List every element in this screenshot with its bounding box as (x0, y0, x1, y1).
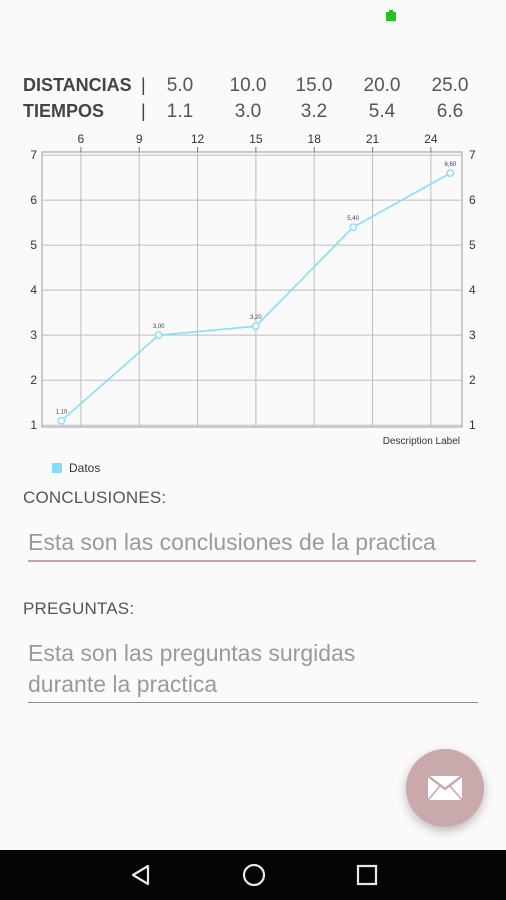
y-tick-label-right: 2 (469, 373, 476, 387)
times-label: TIEMPOS (23, 101, 105, 121)
times-row: TIEMPOS | 1.1 3.0 3.2 5.4 6.6 (23, 101, 483, 125)
y-tick-label-right: 6 (469, 193, 476, 207)
legend-label: Datos (69, 461, 101, 475)
plot-frame (41, 151, 463, 428)
time-value: 5.4 (368, 101, 396, 122)
distances-row: DISTANCIAS | 5.0 10.0 15.0 20.0 25.0 (23, 75, 483, 99)
x-tick-label: 15 (249, 132, 263, 146)
send-email-button[interactable] (406, 749, 484, 827)
y-tick-label-left: 2 (30, 373, 37, 387)
distance-value: 25.0 (431, 75, 469, 96)
questions-label: PREGUNTAS: (23, 599, 135, 618)
y-tick-label-right: 5 (469, 238, 476, 252)
recents-icon[interactable] (355, 863, 379, 887)
data-label: 3,00 (153, 324, 165, 330)
mail-icon (427, 775, 463, 801)
distance-value: 10.0 (229, 75, 267, 96)
data-label: 3,20 (250, 315, 262, 321)
data-point (154, 331, 163, 340)
y-tick-label-left: 5 (30, 238, 37, 252)
home-icon[interactable] (242, 863, 266, 887)
questions-input[interactable]: Esta son las preguntas surgidas durante … (28, 638, 476, 700)
row-separator: | (141, 75, 146, 95)
questions-placeholder-line: durante la practica (28, 671, 218, 697)
line-chart: 6 9 12 15 18 21 241 12 23 34 45 56 67 71,103,003,205,… (30, 132, 476, 447)
data-label: 1,10 (56, 410, 68, 416)
data-label: 6,60 (444, 162, 456, 168)
y-tick-label-left: 4 (30, 283, 37, 297)
y-tick-label-left: 3 (30, 328, 37, 342)
x-tick-label: 9 (136, 132, 143, 146)
x-tick-label: 21 (366, 132, 380, 146)
time-value: 3.2 (300, 101, 328, 122)
x-tick-label: 18 (308, 132, 322, 146)
data-point (251, 322, 260, 331)
navigation-bar (0, 850, 506, 900)
conclusions-placeholder: Esta son las conclusiones de la practica (28, 529, 436, 555)
distance-value: 5.0 (166, 75, 194, 96)
x-tick-label: 6 (78, 132, 85, 146)
conclusions-input[interactable]: Esta son las conclusiones de la practica (28, 527, 476, 558)
data-label: 5,40 (347, 216, 359, 222)
data-point (446, 169, 455, 178)
row-separator: | (141, 101, 146, 121)
distance-value: 15.0 (295, 75, 333, 96)
y-tick-label-right: 1 (469, 418, 476, 432)
questions-placeholder-line: Esta son las preguntas surgidas (28, 640, 356, 666)
y-tick-label-left: 1 (30, 418, 37, 432)
time-value: 1.1 (166, 101, 194, 122)
y-tick-label-left: 6 (30, 193, 37, 207)
x-tick-label: 24 (424, 132, 438, 146)
distances-label: DISTANCIAS (23, 75, 132, 95)
battery-icon (386, 10, 396, 21)
y-tick-label-right: 3 (469, 328, 476, 342)
y-tick-label-right: 4 (469, 283, 476, 297)
legend-swatch (52, 463, 62, 473)
chart-description: Description Label (383, 436, 460, 447)
back-icon[interactable] (129, 863, 153, 887)
x-tick-label: 12 (191, 132, 205, 146)
data-point (349, 223, 358, 232)
questions-underline (28, 702, 478, 703)
y-tick-label-left: 7 (30, 148, 37, 162)
status-bar (0, 0, 506, 34)
distance-value: 20.0 (363, 75, 401, 96)
data-point (57, 416, 66, 425)
conclusions-label: CONCLUSIONES: (23, 488, 167, 507)
chart-legend: Datos (52, 461, 100, 475)
time-value: 6.6 (436, 101, 464, 122)
conclusions-underline (28, 560, 476, 562)
y-tick-label-right: 7 (469, 148, 476, 162)
time-value: 3.0 (234, 101, 262, 122)
